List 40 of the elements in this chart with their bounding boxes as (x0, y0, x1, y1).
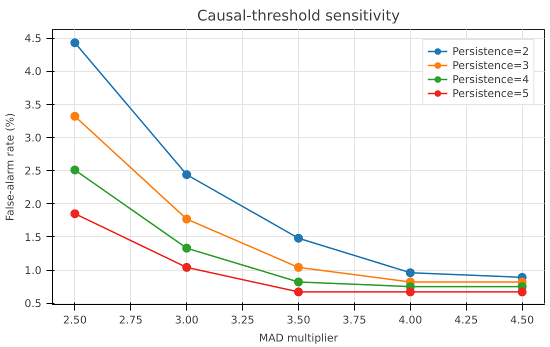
y-tick-label: 4.0 (24, 65, 42, 78)
y-tick-label: 3.0 (24, 132, 42, 145)
legend-label: Persistence=4 (452, 72, 529, 86)
point (406, 287, 415, 296)
point (70, 112, 80, 121)
y-tick-label: 2.5 (24, 164, 42, 178)
point (294, 262, 303, 272)
y-tick-label: 2.0 (24, 198, 42, 211)
point (70, 165, 80, 174)
point (70, 38, 80, 48)
legend-label: Persistence=3 (452, 58, 529, 72)
x-tick-label: 4.00 (398, 314, 422, 326)
x-tick-label: 4.25 (454, 314, 478, 326)
point (294, 287, 303, 296)
point (294, 234, 303, 243)
x-tick-label: 2.75 (118, 314, 143, 326)
chart-title: Causal-threshold sensitivity (197, 8, 400, 24)
point (182, 170, 192, 180)
point (182, 262, 192, 272)
x-tick-label: 3.25 (230, 314, 254, 326)
point (406, 268, 415, 278)
legend-label: Persistence=5 (452, 86, 529, 100)
point (518, 287, 527, 296)
x-tick-label: 2.50 (63, 314, 87, 326)
y-axis-title: False-alarm rate (%) (4, 112, 17, 222)
x-tick-label: 3.75 (342, 314, 366, 326)
y-tick-label: 1.5 (24, 230, 42, 244)
y-tick-label: 0.5 (24, 297, 42, 310)
y-tick-label: 4.5 (24, 32, 42, 46)
y-tick-label: 3.5 (24, 98, 42, 112)
point (294, 277, 303, 286)
point (182, 244, 192, 253)
point (182, 214, 192, 224)
point (70, 209, 80, 218)
x-tick-label: 3.00 (174, 314, 199, 326)
legend-label: Persistence=2 (452, 44, 529, 58)
x-axis-title: MAD multiplier (259, 332, 339, 344)
y-tick-label: 1.0 (24, 264, 42, 278)
x-tick-label: 4.50 (510, 314, 534, 326)
x-tick-label: 3.50 (286, 314, 311, 326)
